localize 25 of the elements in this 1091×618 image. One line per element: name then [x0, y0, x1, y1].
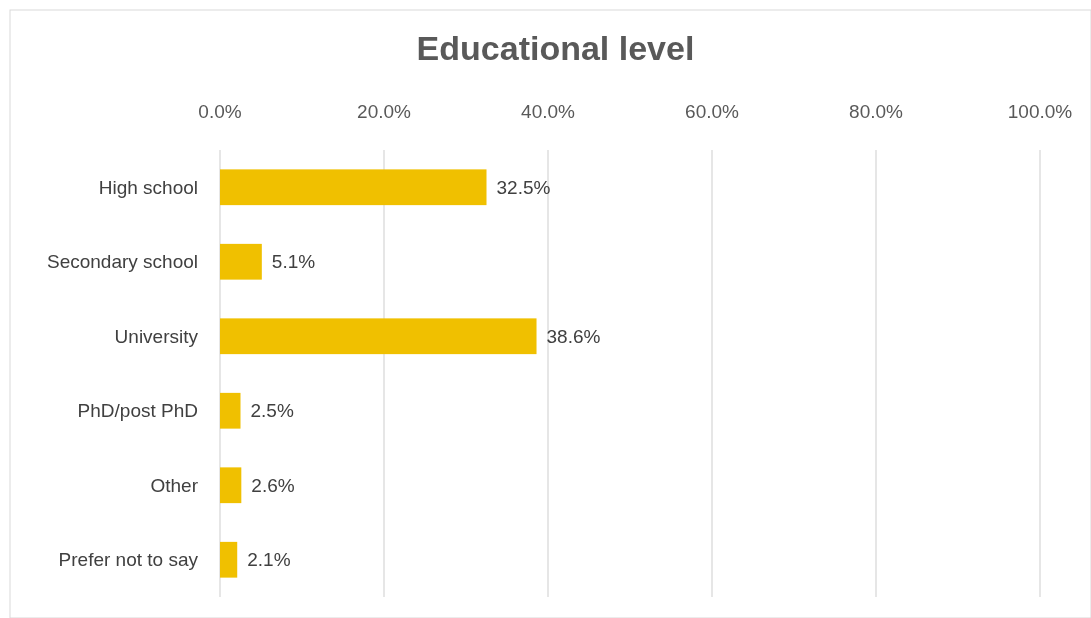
y-tick-label: University: [114, 325, 199, 347]
data-label: 38.6%: [546, 325, 601, 347]
bar: [220, 169, 487, 206]
chart-title: Educational level: [416, 29, 695, 67]
bar: [220, 541, 238, 578]
x-tick-label: 100.0%: [1007, 101, 1073, 122]
x-tick-label: 20.0%: [357, 101, 412, 122]
y-tick-label: Prefer not to say: [58, 549, 199, 571]
y-tick-label: High school: [98, 176, 198, 198]
bar: [220, 318, 537, 355]
y-tick-label: PhD/post PhD: [77, 400, 198, 422]
y-tick-label: Secondary school: [46, 251, 198, 273]
x-tick-label: 80.0%: [849, 101, 904, 122]
data-label: 5.1%: [271, 251, 316, 273]
data-label: 2.5%: [250, 400, 294, 422]
data-label: 2.6%: [251, 474, 295, 496]
y-tick-label: Other: [150, 474, 199, 496]
bar: [220, 392, 241, 429]
bar: [220, 243, 262, 280]
x-tick-label: 40.0%: [521, 101, 576, 122]
x-tick-label: 0.0%: [198, 101, 242, 122]
x-tick-label: 60.0%: [685, 101, 740, 122]
bar: [220, 467, 242, 504]
data-label: 2.1%: [247, 549, 291, 571]
data-label: 32.5%: [496, 176, 551, 198]
